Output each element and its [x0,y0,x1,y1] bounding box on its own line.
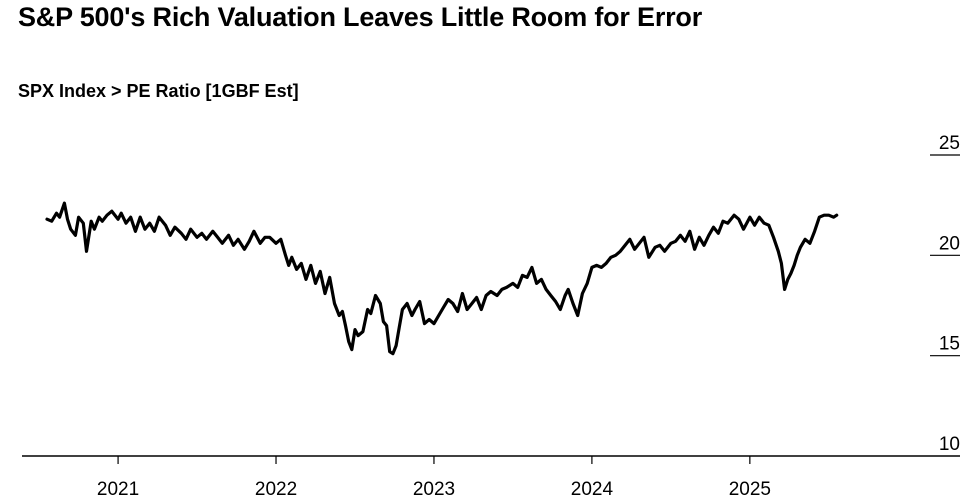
chart-title: S&P 500's Rich Valuation Leaves Little R… [18,2,703,32]
pe-ratio-series-line [45,201,839,356]
x-tick-label: 2023 [413,479,455,500]
y-tick-label: 15 [939,334,960,355]
y-tick-label: 20 [939,233,960,254]
chart-subtitle: SPX Index > PE Ratio [1GBF Est] [18,81,299,101]
x-tick-label: 2024 [571,479,614,500]
x-tick-label: 2021 [97,479,139,500]
x-tick-label: 2022 [255,479,297,500]
y-tick-label: 10 [939,434,960,455]
y-tick-label: 25 [939,133,960,154]
x-tick-label: 2025 [729,479,771,500]
